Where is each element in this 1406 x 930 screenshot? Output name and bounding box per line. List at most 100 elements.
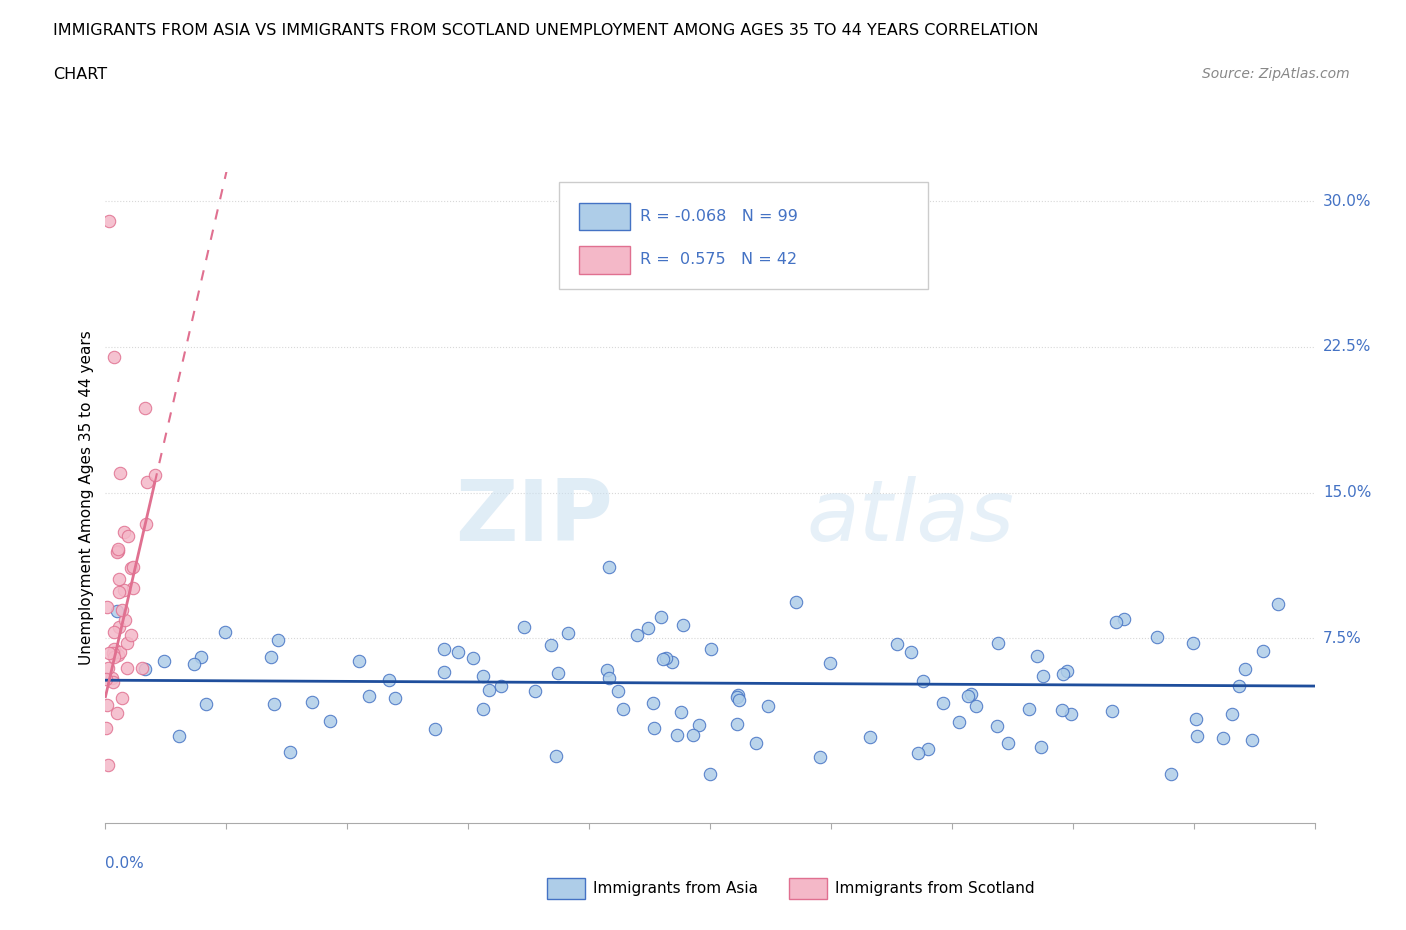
Text: Immigrants from Asia: Immigrants from Asia [593, 882, 758, 897]
Point [513, 619, 536, 634]
Point [1056, 664, 1078, 679]
FancyBboxPatch shape [789, 878, 827, 899]
Point [643, 721, 665, 736]
Text: 30.0%: 30.0% [1323, 193, 1372, 208]
Point [886, 637, 908, 652]
Point [260, 650, 283, 665]
Point [108, 466, 131, 481]
Point [433, 642, 456, 657]
Point [103, 645, 125, 660]
Point [997, 736, 1019, 751]
Point [1101, 704, 1123, 719]
Point [105, 545, 128, 560]
Point [612, 701, 634, 716]
Point [907, 745, 929, 760]
Point [384, 690, 406, 705]
Point [280, 745, 302, 760]
FancyBboxPatch shape [579, 203, 630, 230]
Point [105, 604, 128, 618]
Point [103, 625, 125, 640]
Point [959, 687, 981, 702]
Point [1025, 648, 1047, 663]
Point [544, 749, 567, 764]
Text: CHART: CHART [53, 67, 107, 82]
Point [1240, 732, 1263, 747]
Point [433, 664, 456, 679]
Point [423, 722, 446, 737]
Point [699, 767, 721, 782]
Point [97, 757, 120, 772]
FancyBboxPatch shape [579, 246, 630, 273]
Text: 0.0%: 0.0% [105, 856, 145, 870]
Point [808, 750, 831, 764]
Point [135, 516, 157, 531]
Point [267, 633, 290, 648]
Point [727, 687, 749, 702]
Point [214, 625, 236, 640]
Point [606, 684, 628, 698]
Point [107, 541, 129, 556]
Point [478, 683, 501, 698]
Point [728, 693, 751, 708]
Point [107, 648, 129, 663]
Point [167, 728, 190, 743]
Point [108, 620, 131, 635]
Point [471, 701, 494, 716]
Point [756, 698, 779, 713]
Point [666, 727, 689, 742]
Point [471, 669, 494, 684]
Point [1032, 669, 1054, 684]
Point [1220, 707, 1243, 722]
Point [671, 705, 693, 720]
Point [745, 736, 768, 751]
Text: 22.5%: 22.5% [1323, 339, 1371, 354]
Point [183, 657, 205, 671]
Point [301, 695, 323, 710]
Point [108, 644, 131, 659]
Point [103, 642, 125, 657]
Point [524, 684, 547, 698]
Point [1105, 615, 1128, 630]
Text: 7.5%: 7.5% [1323, 631, 1362, 646]
Point [96, 671, 118, 686]
Point [661, 655, 683, 670]
Point [491, 679, 513, 694]
Point [114, 613, 136, 628]
Point [121, 580, 143, 595]
Point [103, 350, 125, 365]
Point [143, 468, 166, 483]
Point [134, 401, 156, 416]
Point [98, 213, 121, 228]
Point [700, 642, 723, 657]
Point [112, 582, 135, 597]
Point [103, 649, 125, 664]
Text: R = -0.068   N = 99: R = -0.068 N = 99 [640, 209, 797, 224]
Point [1029, 740, 1052, 755]
Point [547, 666, 569, 681]
Point [1185, 711, 1208, 726]
Point [1185, 728, 1208, 743]
Point [1114, 612, 1136, 627]
Point [461, 651, 484, 666]
Point [120, 628, 142, 643]
Text: atlas: atlas [807, 475, 1015, 559]
Point [97, 660, 120, 675]
Point [626, 628, 648, 643]
Point [1212, 730, 1234, 745]
Point [637, 620, 659, 635]
Point [859, 730, 882, 745]
Point [1251, 644, 1274, 658]
Point [912, 674, 935, 689]
Point [1234, 662, 1257, 677]
Point [96, 721, 118, 736]
Point [1018, 701, 1040, 716]
Point [932, 696, 955, 711]
Y-axis label: Unemployment Among Ages 35 to 44 years: Unemployment Among Ages 35 to 44 years [79, 330, 94, 665]
Point [1267, 596, 1289, 611]
Point [117, 661, 139, 676]
Point [136, 474, 159, 489]
Point [725, 716, 748, 731]
Point [1052, 702, 1074, 717]
Point [540, 638, 562, 653]
Point [598, 671, 620, 685]
